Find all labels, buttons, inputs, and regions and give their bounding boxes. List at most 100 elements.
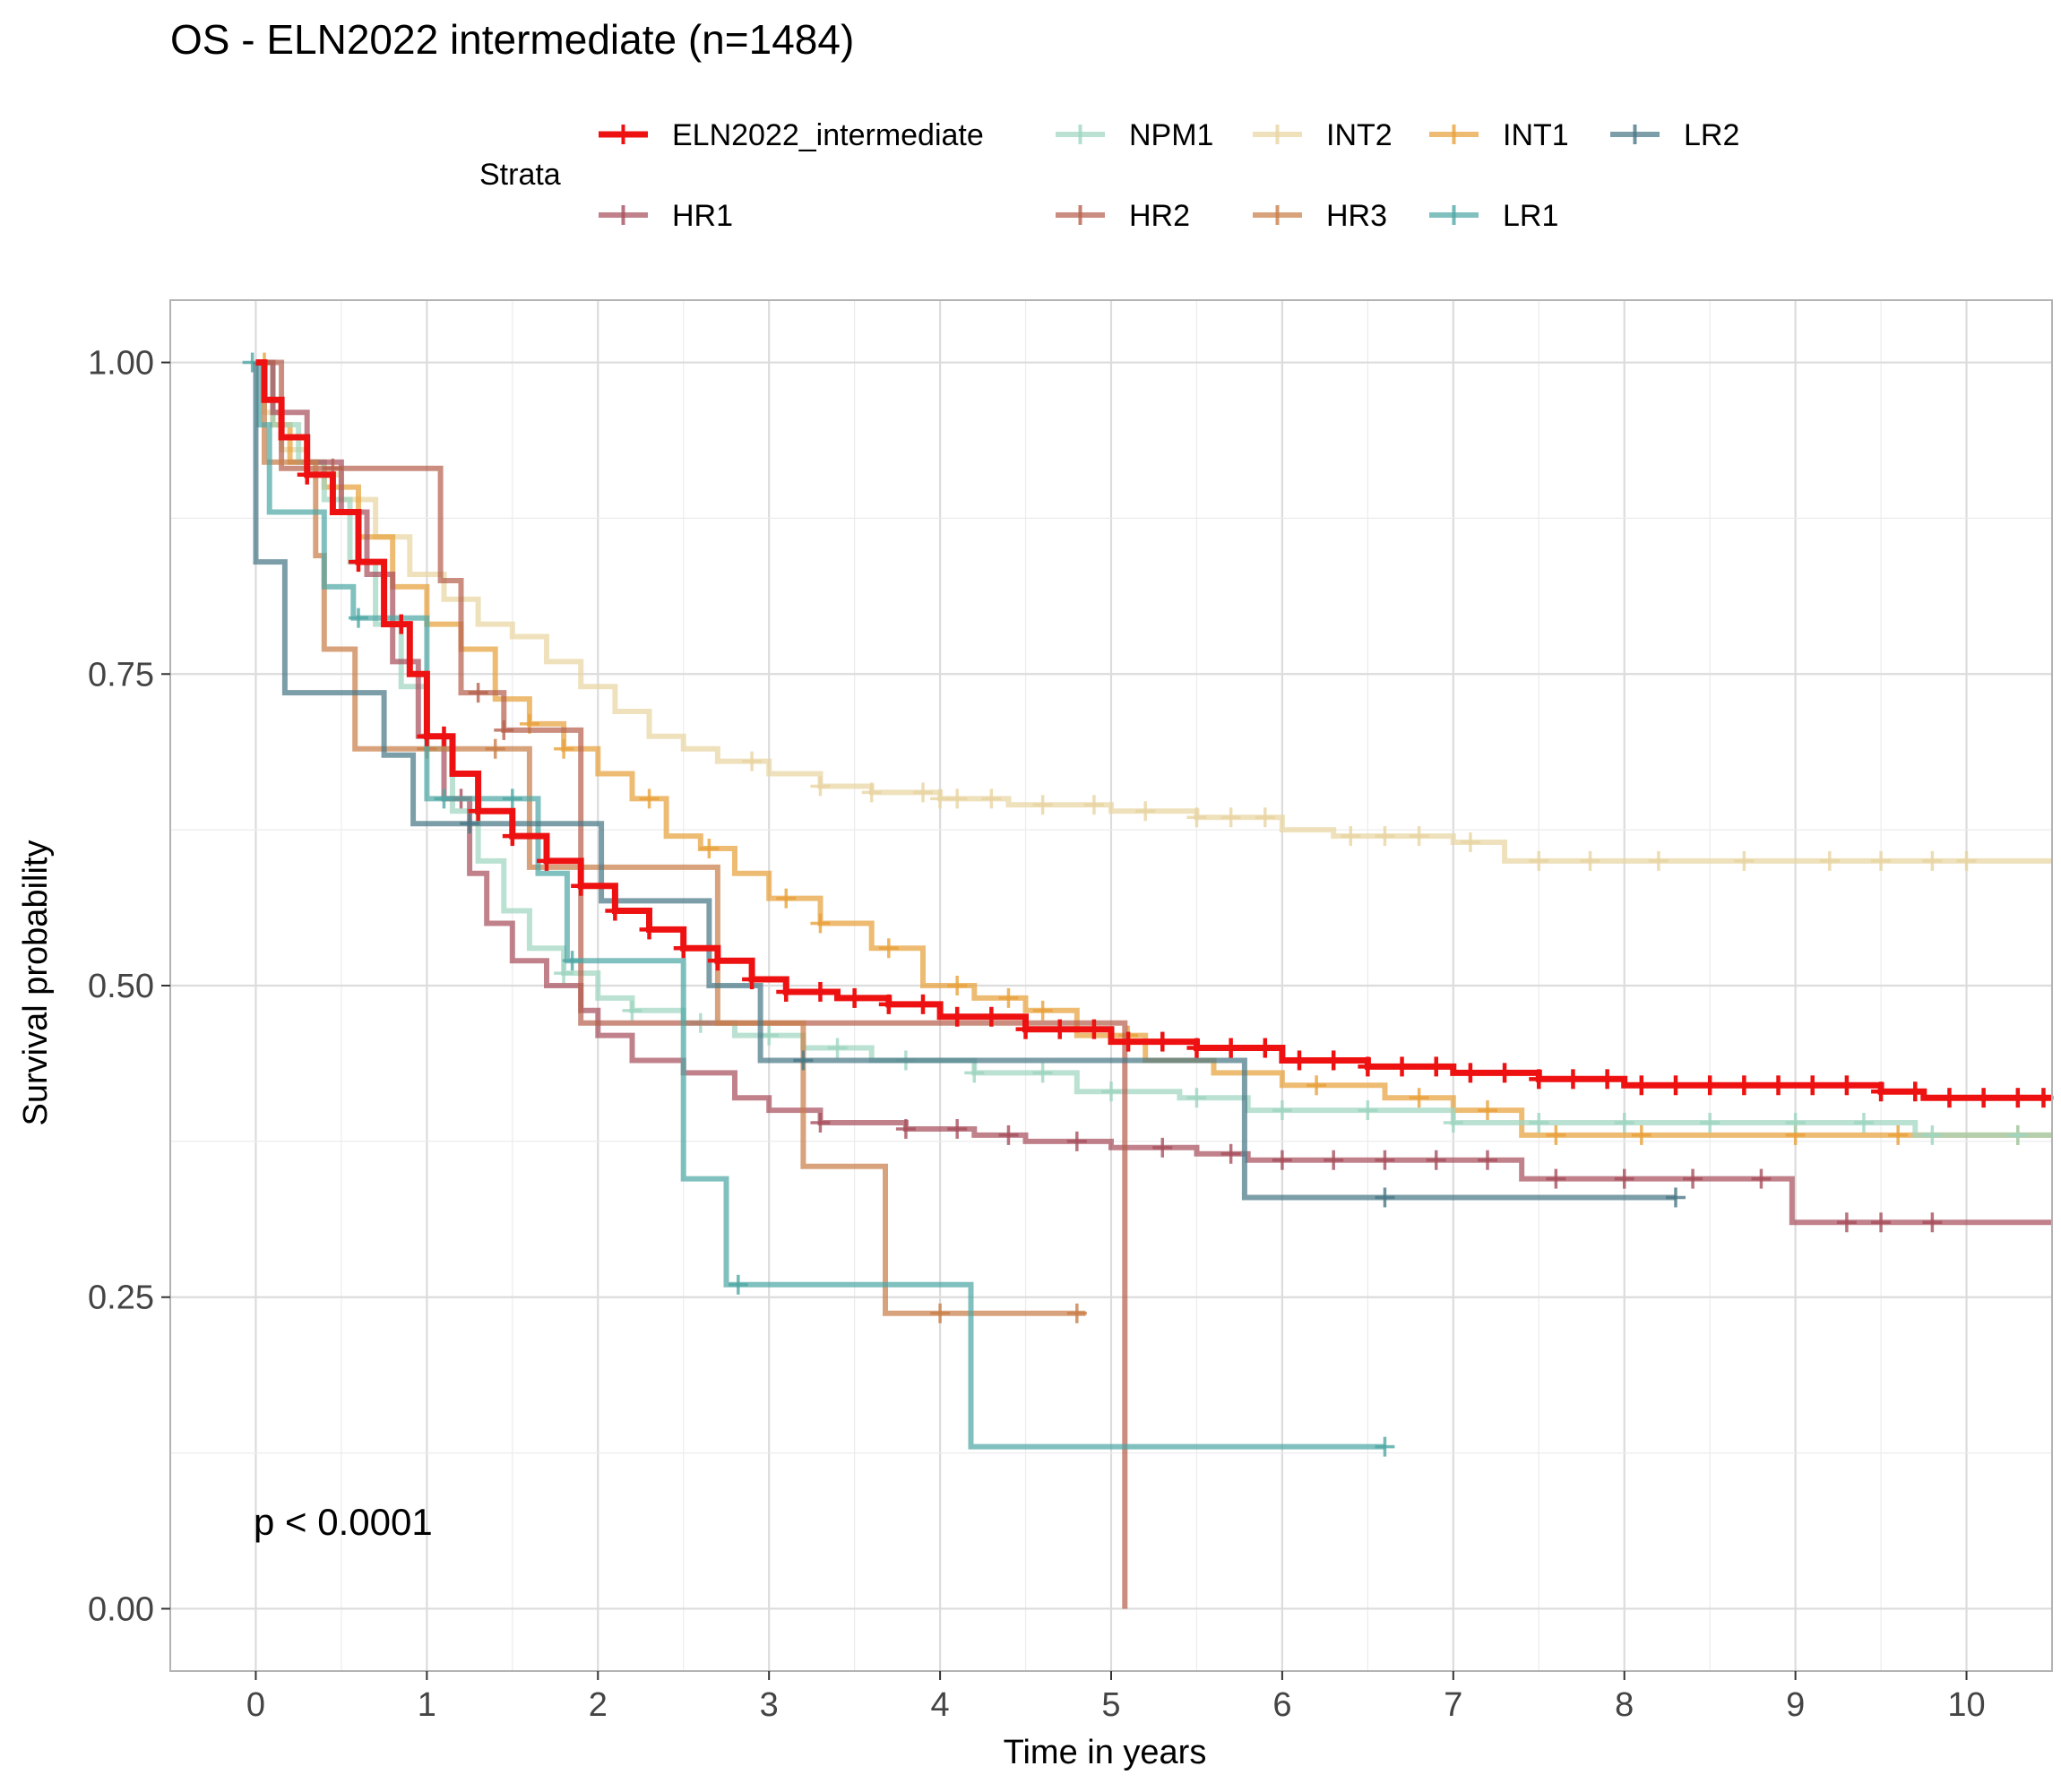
p-value-annotation: p < 0.0001 [254,1501,433,1543]
censor-mark-eln2022-intermediate [742,969,763,990]
censor-mark-eln2022-intermediate [1255,1038,1275,1058]
legend-item-int2: INT2 [1253,118,1393,152]
censor-mark-int2 [861,782,882,803]
censor-mark-lr1 [349,607,368,628]
censor-mark-eln2022-intermediate [947,1006,968,1027]
legend-label: HR2 [1129,199,1190,233]
censor-mark-eln2022-intermediate [1973,1088,1994,1108]
y-tick-label: 0.25 [88,1279,154,1317]
legend-label: INT1 [1503,118,1569,152]
x-tick-label: 6 [1272,1686,1291,1724]
censor-mark-int2 [1032,795,1053,815]
censor-mark-int1 [1032,1000,1053,1021]
censor-mark-int2 [1135,801,1156,822]
censor-mark-eln2022-intermediate [1152,1031,1173,1052]
censor-mark-int2 [1409,826,1429,847]
y-tick-label: 1.00 [88,345,154,383]
series-lr1 [242,352,1395,1457]
censor-mark-hr1 [895,1118,916,1139]
censor-mark-eln2022-intermediate [1220,1038,1241,1058]
x-axis-title: Time in years [1004,1734,1207,1771]
censor-mark-eln2022-intermediate [1324,1050,1344,1071]
censor-mark-int2 [1871,850,1892,871]
censor-mark-int1 [1888,1124,1909,1145]
grid [170,300,2052,1671]
y-tick-label: 0.00 [88,1590,154,1628]
censor-mark-int2 [947,788,968,809]
censor-mark-eln2022-intermediate [1083,1019,1104,1039]
censor-mark-lr2 [1666,1187,1686,1208]
censor-mark-npm1 [622,1000,642,1021]
legend-title: Strata [479,158,561,192]
censor-mark-eln2022-intermediate [1186,1038,1207,1058]
censor-mark-eln2022-intermediate [1460,1063,1480,1083]
censor-mark-eln2022-intermediate [1802,1075,1823,1096]
censor-mark-int2 [1648,850,1669,871]
series-lr2 [253,362,1686,1208]
censor-mark-lr1 [728,1274,748,1295]
censor-mark-hr2 [494,719,514,740]
censor-mark-npm1 [1854,1113,1874,1133]
censor-mark-int2 [1819,850,1840,871]
legend-label: ELN2022_intermediate [672,118,984,152]
x-tick-label: 1 [418,1686,436,1724]
x-tick-label: 0 [246,1686,265,1724]
censor-mark-hr1 [1546,1168,1566,1189]
censor-mark-eln2022-intermediate [1768,1075,1789,1096]
censor-mark-int2 [1186,807,1207,828]
censor-mark-int2 [1922,850,1943,871]
censor-mark-int2 [981,788,1002,809]
legend-item-hr1: HR1 [599,199,733,233]
censor-mark-npm1 [2007,1124,2028,1145]
censor-mark-eln2022-intermediate [571,875,591,896]
censor-mark-hr1 [1871,1212,1892,1233]
censor-mark-int2 [930,788,951,809]
x-axis: 0 1 2 3 4 5 6 7 8 9 10 [246,1671,1986,1724]
y-tick-label: 0.50 [88,968,154,1005]
censor-mark-int1 [554,738,574,759]
censor-mark-npm1 [1186,1088,1207,1108]
censor-mark-hr1 [1272,1150,1292,1170]
series-eln2022-intermediate [255,359,2054,1108]
censor-mark-hr1 [1836,1212,1857,1233]
legend-label: LR2 [1684,118,1739,152]
censor-mark-eln2022-intermediate [468,801,488,822]
legend-label: INT2 [1326,118,1393,152]
censor-mark-eln2022-intermediate [981,1006,1002,1027]
censor-mark-int1 [1546,1124,1566,1145]
censor-mark-eln2022-intermediate [1734,1075,1755,1096]
x-tick-label: 3 [760,1686,779,1724]
legend-label: HR3 [1326,199,1387,233]
censor-mark-int2 [1460,832,1480,853]
plot-area [169,299,2054,1672]
censor-mark-int1 [1631,1124,1651,1145]
censor-mark-eln2022-intermediate [2007,1088,2028,1108]
censor-mark-eln2022-intermediate [1495,1063,1515,1083]
censor-mark-lr1 [1375,1436,1395,1457]
censor-mark-eln2022-intermediate [1700,1075,1720,1096]
censor-mark-npm1 [1032,1063,1053,1083]
censor-mark-npm1 [964,1063,985,1083]
censor-mark-npm1 [1614,1113,1634,1133]
x-tick-label: 8 [1615,1686,1634,1724]
x-tick-label: 7 [1444,1686,1462,1724]
censor-mark-hr1 [1922,1212,1943,1233]
legend-label: HR1 [672,199,733,233]
censor-mark-npm1 [1443,1113,1463,1133]
censor-mark-int1 [699,839,720,858]
censor-mark-eln2022-intermediate [707,951,728,971]
censor-mark-eln2022-intermediate [1015,1019,1036,1039]
censor-mark-lr2 [793,1050,814,1071]
censor-mark-npm1 [827,1038,848,1058]
censor-mark-int2 [1083,795,1104,815]
censor-mark-hr1 [1614,1168,1634,1189]
censor-mark-hr3 [485,738,505,759]
curve-int2 [255,359,2052,864]
censor-mark-eln2022-intermediate [391,614,411,634]
censor-mark-int2 [1529,850,1549,871]
censor-mark-npm1 [1272,1100,1292,1121]
censor-mark-eln2022-intermediate [1118,1031,1139,1052]
censor-mark-eln2022-intermediate [878,994,899,1014]
censor-mark-hr1 [1375,1150,1395,1170]
censor-mark-eln2022-intermediate [537,850,556,871]
